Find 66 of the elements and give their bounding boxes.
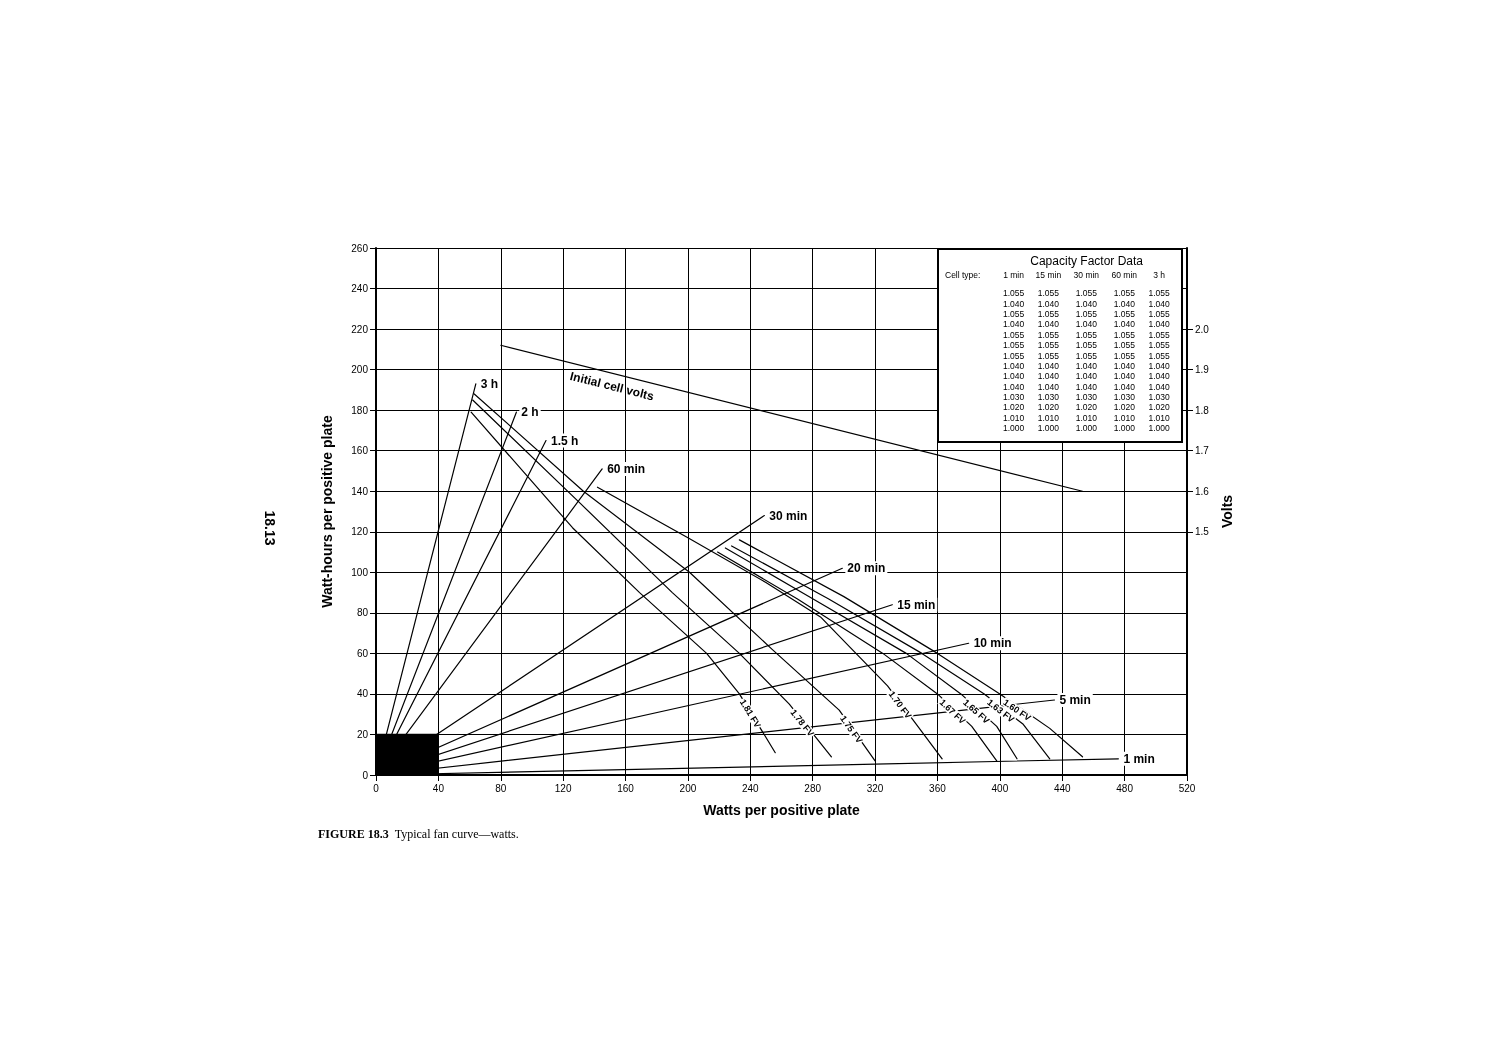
series-label: 3 h bbox=[480, 376, 499, 391]
text: 1.010 1.010 1.010 1.010 1.010 bbox=[1002, 412, 1170, 423]
text: 1.055 1.055 1.055 1.055 1.055 bbox=[1002, 340, 1170, 351]
y-tick-label: 220 bbox=[351, 323, 369, 335]
text: 1.055 1.055 1.055 1.055 1.055 bbox=[1002, 308, 1170, 319]
y-tick-label: 180 bbox=[351, 404, 369, 416]
y-tick-label: 100 bbox=[351, 566, 369, 578]
series-label: 5 min bbox=[1059, 693, 1091, 707]
y-tick-label: 60 bbox=[356, 647, 369, 659]
series-label: 1.5 h bbox=[551, 433, 579, 448]
y2-tick-label: 1.7 bbox=[1195, 445, 1210, 457]
text: 1.030 1.030 1.030 1.030 1.030 bbox=[1002, 392, 1170, 403]
y-tick-label: 240 bbox=[351, 283, 369, 295]
y-tick-label: 20 bbox=[356, 728, 369, 740]
y-tick-label: 40 bbox=[356, 688, 369, 700]
text: 1.055 1.055 1.055 1.055 1.055 bbox=[1002, 288, 1170, 299]
x-tick-label: 320 bbox=[866, 782, 884, 794]
x-tick-label: 520 bbox=[1178, 782, 1196, 794]
x-tick-label: 480 bbox=[1116, 782, 1134, 794]
x-tick-label: 440 bbox=[1053, 782, 1072, 794]
text: 1.040 1.040 1.040 1.040 1.040 bbox=[1002, 371, 1170, 382]
series-label: 15 min bbox=[897, 597, 936, 612]
text: 1.040 1.040 1.040 1.040 1.040 bbox=[1002, 298, 1170, 309]
x-tick-label: 0 bbox=[373, 782, 380, 794]
text: 18.13 bbox=[261, 510, 278, 546]
x-tick-label: 280 bbox=[804, 782, 822, 794]
series-label: 30 min bbox=[769, 508, 808, 523]
x-tick-label: 200 bbox=[679, 782, 697, 794]
text: 1.020 1.020 1.020 1.020 1.020 bbox=[1002, 402, 1170, 413]
x-tick-label: 400 bbox=[991, 782, 1009, 794]
y2-tick-label: 2.0 bbox=[1195, 323, 1210, 335]
text: 1.055 1.055 1.055 1.055 1.055 bbox=[1002, 329, 1170, 340]
x-tick-label: 40 bbox=[432, 782, 445, 794]
caption: FIGURE 18.3 Typical fan curve—watts. bbox=[318, 827, 519, 842]
series-label: 2 h bbox=[521, 405, 539, 420]
y-axis-title: Watt-hours per positive plate bbox=[319, 415, 335, 608]
y-tick-label: 200 bbox=[351, 364, 369, 376]
annotation: Capacity Factor Data bbox=[1029, 254, 1144, 268]
y-tick-label: 140 bbox=[351, 485, 369, 497]
y2-tick-label: 1.9 bbox=[1195, 364, 1210, 376]
x-tick-label: 80 bbox=[495, 782, 507, 794]
text: 1.040 1.040 1.040 1.040 1.040 bbox=[1002, 360, 1170, 371]
x-tick-label: 120 bbox=[554, 782, 572, 794]
y2-axis-title: Volts bbox=[1218, 494, 1235, 529]
y-tick-label: 260 bbox=[351, 242, 369, 254]
text: Cell type: 1 min 15 min 30 min 60 min 3 h bbox=[945, 270, 1166, 280]
text: 1.040 1.040 1.040 1.040 1.040 bbox=[1002, 319, 1170, 330]
x-axis-title: Watts per positive plate bbox=[703, 802, 861, 818]
text: 1.040 1.040 1.040 1.040 1.040 bbox=[1002, 381, 1170, 392]
text: 1.000 1.000 1.000 1.000 1.000 bbox=[1002, 423, 1170, 434]
text: Initial cell volts bbox=[568, 369, 656, 404]
y2-tick-label: 1.6 bbox=[1195, 485, 1210, 497]
x-tick-label: 360 bbox=[929, 782, 947, 794]
y2-tick-label: 1.8 bbox=[1195, 404, 1210, 416]
text: 1.055 1.055 1.055 1.055 1.055 bbox=[1002, 350, 1170, 361]
y-tick-label: 120 bbox=[351, 526, 369, 538]
y-tick-label: 160 bbox=[351, 445, 369, 457]
y-tick-label: 80 bbox=[356, 607, 369, 619]
series-label: 60 min bbox=[607, 461, 646, 476]
y2-tick-label: 1.5 bbox=[1195, 526, 1210, 538]
y-tick-label: 0 bbox=[362, 769, 369, 781]
series-label: 1 min bbox=[1123, 751, 1155, 766]
series-label: 10 min bbox=[973, 636, 1012, 651]
series-label: 20 min bbox=[847, 561, 886, 576]
x-tick-label: 160 bbox=[617, 782, 635, 794]
x-tick-label: 240 bbox=[741, 782, 760, 794]
